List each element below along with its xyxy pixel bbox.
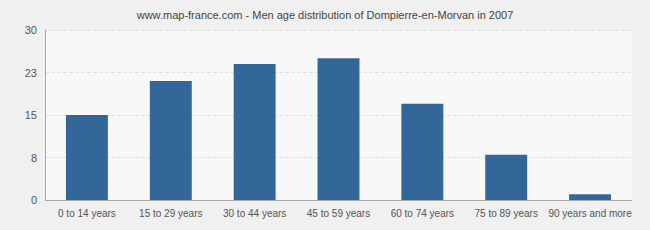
svg-text:0 to 14 years: 0 to 14 years bbox=[58, 208, 116, 219]
svg-text:23: 23 bbox=[25, 67, 37, 79]
svg-text:60 to 74 years: 60 to 74 years bbox=[391, 208, 454, 219]
svg-text:15 to 29 years: 15 to 29 years bbox=[139, 208, 202, 219]
svg-text:15: 15 bbox=[25, 109, 37, 121]
svg-text:90 years and more: 90 years and more bbox=[548, 208, 632, 219]
svg-text:0: 0 bbox=[31, 194, 37, 206]
svg-text:30: 30 bbox=[25, 24, 37, 36]
svg-text:45 to 59 years: 45 to 59 years bbox=[307, 208, 370, 219]
svg-text:75 to 89 years: 75 to 89 years bbox=[475, 208, 538, 219]
svg-text:www.map-france.com - Men age d: www.map-france.com - Men age distributio… bbox=[136, 9, 514, 21]
svg-text:30 to 44 years: 30 to 44 years bbox=[223, 208, 286, 219]
svg-text:8: 8 bbox=[31, 152, 37, 164]
